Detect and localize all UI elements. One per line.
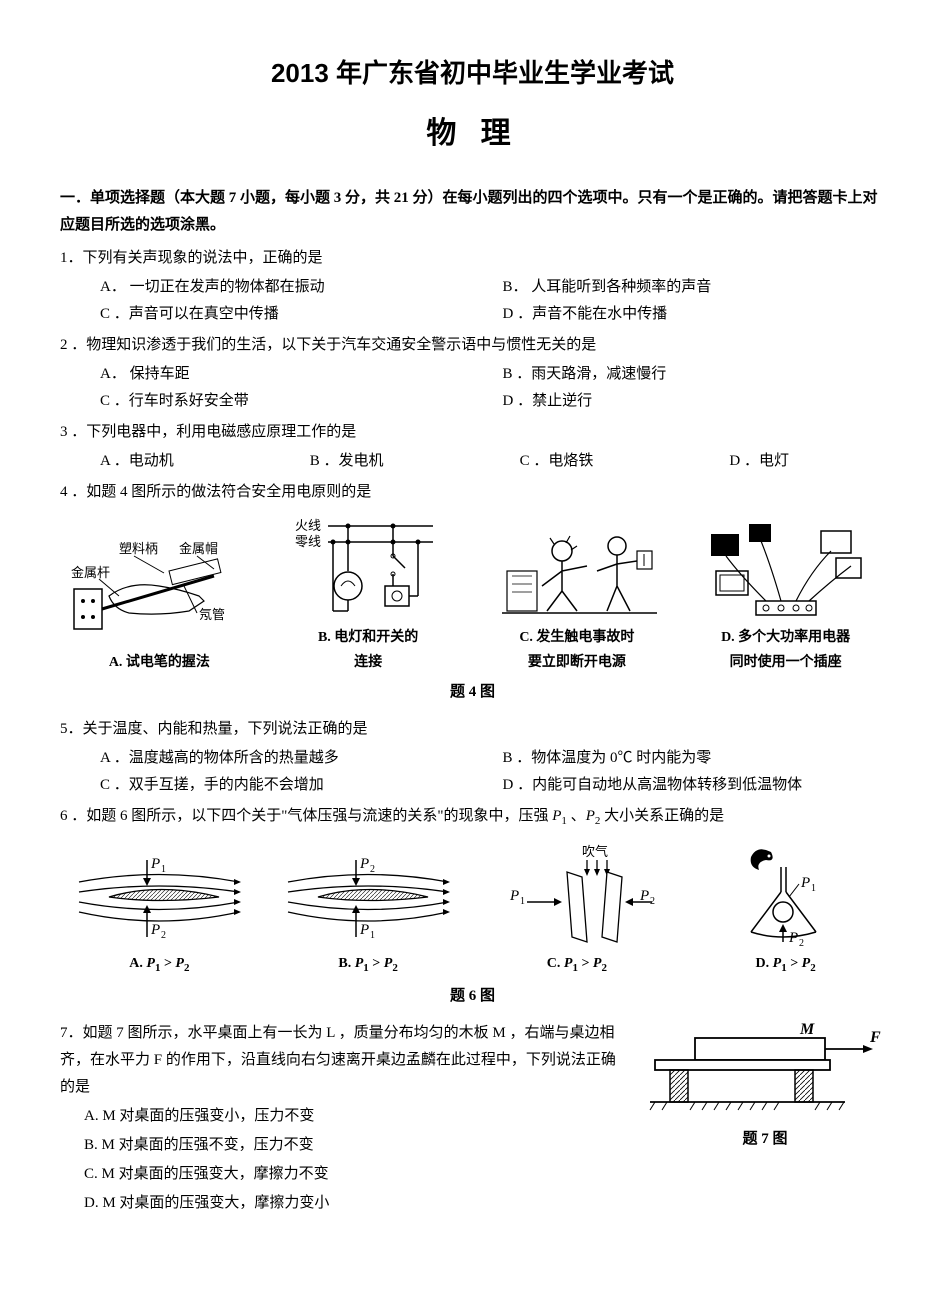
q7-figure-caption: 题 7 图: [645, 1126, 885, 1153]
q4b-label1: 火线: [295, 518, 321, 533]
svg-text:P: P: [788, 930, 798, 946]
q6-mid: 、: [567, 808, 586, 824]
q4a-label1: 塑料柄: [119, 541, 158, 556]
subject-title: 物 理: [60, 107, 885, 161]
q5-option-c: C ．双手互搓，手的内能不会增加: [100, 772, 483, 799]
q1-option-a: A． 一切正在发声的物体都在振动: [100, 274, 483, 301]
q4-svg-b: 火线 零线: [293, 516, 443, 621]
q5-option-d: D ．内能可自动地从高温物体转移到低温物体: [503, 772, 886, 799]
svg-text:2: 2: [650, 896, 655, 907]
svg-text:P: P: [800, 875, 810, 891]
q1-stem: 1．下列有关声现象的说法中，正确的是: [60, 245, 885, 272]
q6-svg-d: P1 P2: [711, 842, 861, 947]
question-1: 1．下列有关声现象的说法中，正确的是 A． 一切正在发声的物体都在振动 B． 人…: [60, 245, 885, 328]
q4-stem: 4 ．如题 4 图所示的做法符合安全用电原则的是: [60, 479, 885, 506]
q3-option-d: D ．电灯: [729, 448, 885, 475]
svg-text:P: P: [359, 922, 369, 938]
svg-text:2: 2: [799, 938, 804, 947]
q4-svg-c: [492, 516, 662, 621]
q5-stem: 5．关于温度、内能和热量，下列说法正确的是: [60, 716, 885, 743]
main-title: 2013 年广东省初中毕业生学业考试: [60, 50, 885, 97]
q4b-label2: 零线: [295, 534, 321, 549]
q4-figure-c: C. 发生触电事故时 要立即断开电源: [478, 516, 677, 675]
question-5: 5．关于温度、内能和热量，下列说法正确的是 A ．温度越高的物体所含的热量越多 …: [60, 716, 885, 799]
q4a-label4: 氖管: [199, 607, 225, 622]
question-7: 7．如题 7 图所示，水平桌面上有一长为 L ，质量分布均匀的木板 M ，右端与…: [60, 1020, 885, 1219]
svg-text:P: P: [150, 856, 160, 872]
q7-option-b: B. M 对桌面的压强不变，压力不变: [84, 1132, 625, 1159]
q2-option-d: D ．禁止逆行: [503, 388, 886, 415]
q6-figure-d: P1 P2 D. P1 > P2: [686, 842, 885, 979]
q6-p2: P: [586, 808, 595, 824]
q4-svg-a: 塑料柄 金属帽 金属杆 氖管: [69, 541, 249, 646]
q2-stem: 2 ．物理知识渗透于我们的生活，以下关于汽车交通安全警示语中与惯性无关的是: [60, 332, 885, 359]
q6-svg-a: P1 P2: [69, 842, 249, 947]
q2-option-a: A． 保持车距: [100, 361, 483, 388]
q7-svg: M F: [645, 1020, 885, 1120]
q3-option-c: C ．电烙铁: [520, 448, 690, 475]
svg-text:P: P: [150, 922, 160, 938]
q4-caption-d: D. 多个大功率用电器 同时使用一个插座: [686, 625, 885, 675]
q5-option-a: A ．温度越高的物体所含的热量越多: [100, 745, 483, 772]
q6-svg-b: P2 P1: [278, 842, 458, 947]
q4-caption-a: A. 试电笔的握法: [60, 650, 259, 675]
q6-figure-caption: 题 6 图: [60, 983, 885, 1010]
q6-stem-prefix: 6 ．如题 6 图所示，以下四个关于"气体压强与流速的关系"的现象中，压强: [60, 808, 552, 824]
q6-caption-d: D. P1 > P2: [686, 951, 885, 979]
question-3: 3 ．下列电器中，利用电磁感应原理工作的是 A ．电动机 B ．发电机 C ．电…: [60, 419, 885, 475]
q7-option-a: A. M 对桌面的压强变小，压力不变: [84, 1103, 625, 1130]
q6-figure-b: P2 P1 B. P1 > P2: [269, 842, 468, 979]
q7-stem: 7．如题 7 图所示，水平桌面上有一长为 L ，质量分布均匀的木板 M ，右端与…: [60, 1020, 625, 1101]
q6-caption-a: A. P1 > P2: [60, 951, 259, 979]
svg-text:P: P: [359, 856, 369, 872]
q4a-label3: 金属杆: [71, 565, 110, 580]
svg-text:P: P: [639, 888, 649, 904]
q4-figure-d: D. 多个大功率用电器 同时使用一个插座: [686, 516, 885, 675]
q2-option-c: C ．行车时系好安全带: [100, 388, 483, 415]
q6c-blow-label: 吹气: [582, 844, 608, 859]
q6-stem: 6 ．如题 6 图所示，以下四个关于"气体压强与流速的关系"的现象中，压强 P1…: [60, 803, 885, 832]
q5-option-b: B ．物体温度为 0℃ 时内能为零: [503, 745, 886, 772]
q1-option-c: C ．声音可以在真空中传播: [100, 301, 483, 328]
svg-text:1: 1: [161, 864, 166, 875]
q3-option-b: B ．发电机: [310, 448, 480, 475]
q4-figure-b: 火线 零线: [269, 516, 468, 675]
section-1-header: 一．单项选择题（本大题 7 小题，每小题 3 分，共 21 分）在每小题列出的四…: [60, 185, 885, 239]
q4-caption-b: B. 电灯和开关的 连接: [269, 625, 468, 675]
q7-option-c: C. M 对桌面的压强变大，摩擦力不变: [84, 1161, 625, 1188]
q4-figure-caption: 题 4 图: [60, 679, 885, 706]
q1-option-b: B． 人耳能听到各种频率的声音: [503, 274, 886, 301]
q3-option-a: A ．电动机: [100, 448, 270, 475]
q7-m-label: M: [799, 1021, 815, 1038]
q3-stem: 3 ．下列电器中，利用电磁感应原理工作的是: [60, 419, 885, 446]
q4a-label2: 金属帽: [179, 541, 218, 556]
q4-caption-c: C. 发生触电事故时 要立即断开电源: [478, 625, 677, 675]
q6-caption-c: C. P1 > P2: [478, 951, 677, 979]
q7-option-d: D. M 对桌面的压强变大，摩擦力变小: [84, 1190, 625, 1217]
svg-text:1: 1: [520, 896, 525, 907]
svg-text:1: 1: [370, 930, 375, 941]
svg-text:1: 1: [811, 883, 816, 894]
svg-text:2: 2: [370, 864, 375, 875]
svg-text:2: 2: [161, 930, 166, 941]
q6-figure-c: 吹气 P1 P2: [478, 842, 677, 979]
q2-option-b: B ．雨天路滑，减速慢行: [503, 361, 886, 388]
q6-figure-a: P1 P2 A. P1 > P2: [60, 842, 259, 979]
q7-f-label: F: [869, 1029, 881, 1046]
q4-svg-d: [701, 516, 871, 621]
question-6: 6 ．如题 6 图所示，以下四个关于"气体压强与流速的关系"的现象中，压强 P1…: [60, 803, 885, 1009]
question-2: 2 ．物理知识渗透于我们的生活，以下关于汽车交通安全警示语中与惯性无关的是 A．…: [60, 332, 885, 415]
q1-option-d: D ．声音不能在水中传播: [503, 301, 886, 328]
question-4: 4 ．如题 4 图所示的做法符合安全用电原则的是 塑料柄: [60, 479, 885, 706]
q6-svg-c: 吹气 P1 P2: [492, 842, 662, 947]
q6-caption-b: B. P1 > P2: [269, 951, 468, 979]
q6-suffix: 大小关系正确的是: [600, 808, 724, 824]
svg-text:P: P: [509, 888, 519, 904]
q4-figure-a: 塑料柄 金属帽 金属杆 氖管 A. 试电笔的握法: [60, 541, 259, 675]
